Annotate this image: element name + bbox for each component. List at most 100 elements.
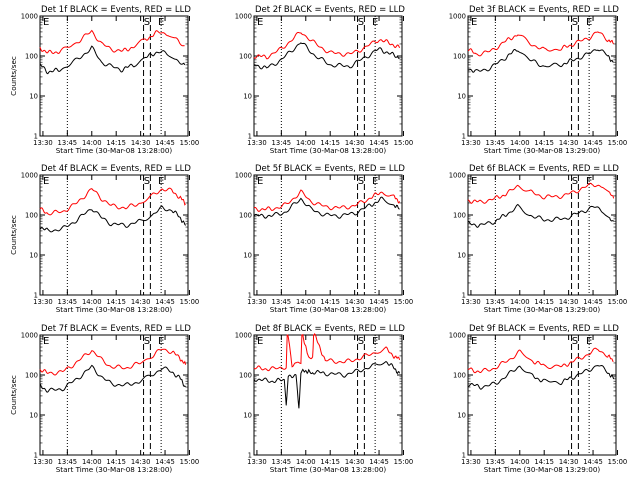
series-red-line: [467, 182, 615, 204]
x-tick-label: 14:30: [345, 298, 365, 306]
x-tick-label: 15:00: [180, 458, 200, 466]
y-tick-label: 1000: [449, 172, 466, 180]
x-tick-label: 13:30: [461, 139, 481, 147]
x-tick-label: 15:00: [608, 298, 628, 306]
marker-label: S: [358, 336, 364, 347]
plot-frame: [467, 15, 617, 137]
series-red-line: [467, 31, 615, 57]
x-axis-label: Start Time (30-Mar-08 13:29:00): [484, 146, 601, 155]
y-tick-label: 10: [457, 93, 466, 101]
y-tick-label: 100: [25, 372, 38, 380]
x-tick-label: 15:00: [394, 139, 414, 147]
marker-label: E: [372, 176, 378, 187]
x-tick-label: 14:30: [559, 139, 579, 147]
y-tick-label: 1000: [235, 13, 252, 21]
series-black-line: [467, 364, 615, 390]
series-red-line: [253, 189, 401, 212]
marker-label: E: [372, 17, 378, 28]
x-axis-label: Start Time (30-Mar-08 13:28:00): [56, 305, 173, 314]
x-tick-label: 14:45: [369, 139, 389, 147]
panel-8: Det 8f BLACK = Events, RED = LLD 1 10 100 10…: [235, 324, 414, 474]
marker-label: S: [144, 336, 150, 347]
x-axis-label: Start Time (30-Mar-08 13:29:00): [484, 465, 601, 474]
x-tick-label: 14:00: [510, 458, 530, 466]
x-axis-label: Start Time (30-Mar-08 13:28:00): [270, 146, 387, 155]
x-tick-label: 14:30: [345, 139, 365, 147]
x-tick-label: 14:30: [131, 458, 151, 466]
x-tick-label: 14:00: [296, 298, 316, 306]
marker-label: E: [43, 176, 49, 187]
x-tick-label: 14:45: [369, 458, 389, 466]
marker-label: E: [257, 176, 263, 187]
x-tick-label: 15:00: [608, 458, 628, 466]
y-tick-label: 1: [462, 292, 466, 300]
series-black-line: [253, 361, 401, 409]
y-tick-label: 10: [457, 412, 466, 420]
panel-title: Det 9f BLACK = Events, RED = LLD: [469, 324, 619, 334]
panel-title: Det 2f BLACK = Events, RED = LLD: [255, 5, 405, 15]
x-tick-label: 13:30: [33, 139, 53, 147]
y-tick-label: 10: [243, 93, 252, 101]
x-tick-label: 15:00: [180, 298, 200, 306]
y-axis-label: Counts/sec: [9, 215, 18, 255]
series-black-line: [253, 42, 400, 70]
y-tick-label: 1000: [235, 332, 252, 340]
marker-label: E: [257, 17, 263, 28]
series-black-line: [253, 196, 400, 219]
x-tick-label: 13:45: [272, 298, 292, 306]
panel-title: Det 7f BLACK = Events, RED = LLD: [41, 324, 191, 334]
x-tick-label: 14:15: [106, 139, 126, 147]
x-tick-label: 15:00: [394, 458, 414, 466]
y-tick-label: 100: [25, 212, 38, 220]
x-axis-label: Start Time (30-Mar-08 13:28:00): [270, 305, 387, 314]
y-tick-label: 100: [25, 53, 38, 61]
x-tick-label: 14:00: [82, 298, 102, 306]
y-tick-label: 100: [453, 53, 466, 61]
x-tick-label: 13:45: [486, 458, 506, 466]
y-tick-label: 1000: [449, 13, 466, 21]
marker-label: E: [158, 336, 164, 347]
x-tick-label: 15:00: [608, 139, 628, 147]
x-tick-label: 13:30: [247, 458, 267, 466]
y-tick-label: 1: [248, 292, 252, 300]
x-tick-label: 14:00: [82, 458, 102, 466]
series-black-line: [467, 49, 614, 73]
x-tick-label: 14:00: [296, 458, 316, 466]
x-tick-label: 14:15: [320, 458, 340, 466]
x-tick-label: 14:15: [320, 139, 340, 147]
marker-label: S: [144, 176, 150, 187]
panel-9: Det 9f BLACK = Events, RED = LLD 1 10 100 10…: [449, 324, 628, 474]
series-black-line: [39, 205, 186, 233]
marker-label: E: [158, 176, 164, 187]
series-black-line: [467, 203, 614, 228]
panel-2: Det 2f BLACK = Events, RED = LLD 1 10 100 10…: [235, 5, 414, 155]
y-tick-label: 1: [34, 133, 38, 141]
marker-label: E: [471, 176, 477, 187]
y-tick-label: 100: [239, 53, 252, 61]
marker-label: E: [43, 336, 49, 347]
plot-frame: [467, 174, 617, 296]
x-tick-label: 14:15: [534, 139, 554, 147]
panel-title: Det 1f BLACK = Events, RED = LLD: [41, 5, 191, 15]
y-tick-label: 1000: [21, 172, 38, 180]
y-axis-label: Counts/sec: [9, 56, 18, 96]
x-tick-label: 13:30: [247, 139, 267, 147]
x-tick-label: 14:45: [155, 298, 175, 306]
series-black-line: [39, 364, 186, 393]
x-tick-label: 14:30: [345, 458, 365, 466]
panel-3: Det 3f BLACK = Events, RED = LLD 1 10 100 10…: [449, 5, 628, 155]
panel-title: Det 4f BLACK = Events, RED = LLD: [41, 164, 191, 174]
marker-label: E: [586, 176, 592, 187]
x-tick-label: 13:30: [247, 298, 267, 306]
x-axis-label: Start Time (30-Mar-08 13:29:00): [484, 305, 601, 314]
x-axis-label: Start Time (30-Mar-08 13:28:00): [270, 465, 387, 474]
marker-label: E: [257, 336, 263, 347]
y-tick-label: 10: [243, 252, 252, 260]
panel-title: Det 3f BLACK = Events, RED = LLD: [469, 5, 619, 15]
x-tick-label: 14:00: [510, 298, 530, 306]
panel-5: Det 5f BLACK = Events, RED = LLD 1 10 100 10…: [235, 164, 414, 314]
panel-1: Det 1f BLACK = Events, RED = LLD 1 10 100 10…: [9, 5, 199, 155]
x-tick-label: 13:30: [461, 458, 481, 466]
x-tick-label: 14:30: [559, 298, 579, 306]
